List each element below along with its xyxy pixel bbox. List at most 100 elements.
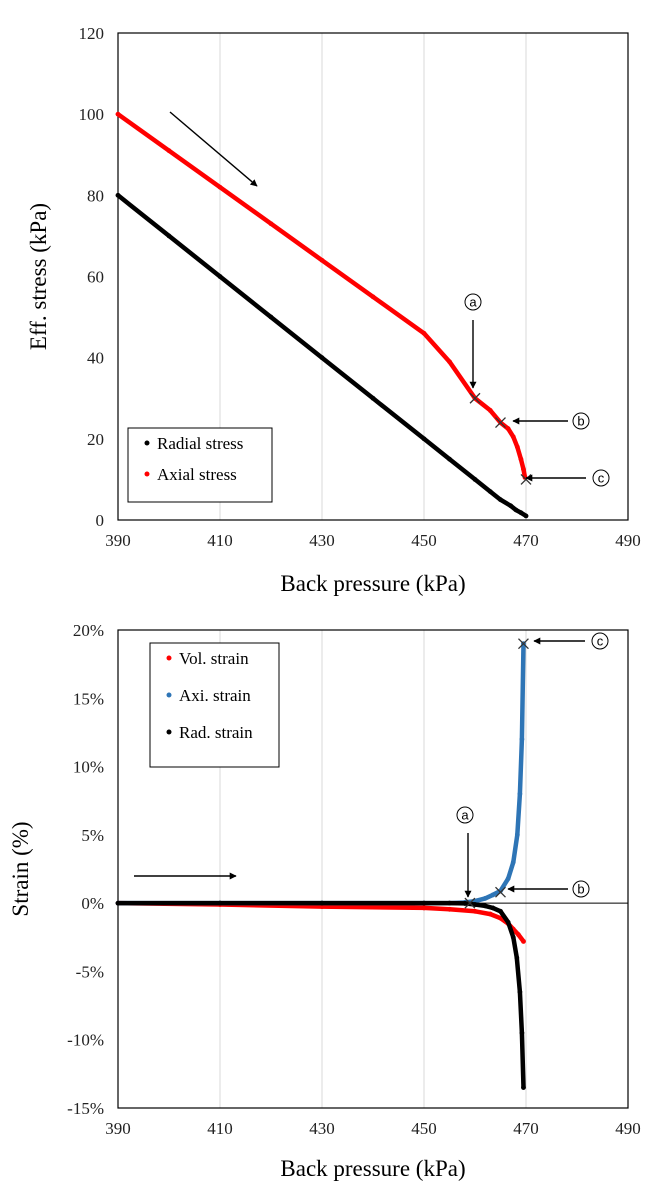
legend-label: Axi. strain [179, 686, 251, 705]
data-point [421, 905, 427, 911]
x-axis-title: Back pressure (kPa) [280, 1156, 465, 1181]
x-tick-label: 450 [411, 1119, 437, 1138]
data-point [268, 314, 274, 320]
annotation-label: c [598, 471, 605, 486]
annotation-badge [572, 880, 590, 898]
data-point [510, 859, 516, 865]
y-tick-label: 120 [79, 24, 105, 43]
annotation-label: a [469, 295, 477, 310]
plot-frame [117, 32, 629, 521]
cross-marker [495, 417, 506, 429]
y-tick-label: 15% [73, 689, 104, 708]
data-point [498, 888, 503, 894]
data-point [447, 456, 452, 462]
data-point [115, 192, 121, 198]
legend-box [149, 642, 280, 768]
cross-marker [517, 638, 529, 650]
data-point [513, 507, 519, 513]
data-point [498, 497, 503, 503]
y-tick-label: 60 [87, 268, 104, 287]
data-point [319, 904, 325, 909]
x-tick-label: 390 [105, 1119, 131, 1138]
legend-swatch [144, 471, 150, 477]
legend-box [127, 427, 273, 503]
legend-label: Axial stress [157, 465, 237, 484]
data-point [521, 466, 526, 472]
data-point [482, 895, 488, 901]
data-point [498, 908, 503, 914]
direction-arrow [169, 111, 258, 187]
data-point [268, 221, 274, 227]
annotation-label: b [577, 414, 584, 429]
legend: Vol. strain Axi. strain Rad. strain [149, 642, 280, 768]
data-point [515, 932, 521, 937]
data-point [517, 791, 523, 797]
data-point [447, 359, 452, 365]
data-point [514, 832, 520, 838]
legend-label: Rad. strain [179, 723, 253, 742]
x-tick-label: 410 [207, 531, 233, 550]
data-point [487, 911, 493, 917]
annotation-badge [572, 412, 590, 430]
data-point [490, 905, 496, 911]
y-axis-title: Eff. stress (kPa) [26, 203, 51, 350]
data-point [462, 901, 468, 906]
data-point [505, 919, 511, 925]
y-tick-label: 40 [87, 349, 104, 368]
data-point [521, 1085, 526, 1090]
data-point [505, 426, 511, 432]
series-line-3 [115, 900, 526, 1090]
legend: Radial stress Axial stress [127, 427, 273, 503]
data-point [514, 955, 520, 961]
annotation-label: a [461, 808, 469, 823]
cross-marker [464, 897, 476, 909]
data-point [319, 355, 325, 361]
y-tick-label: 10% [73, 758, 104, 777]
y-tick-label: 0 [96, 511, 105, 530]
data-point [472, 908, 478, 914]
x-tick-label: 450 [411, 531, 437, 550]
data-point [518, 510, 524, 516]
data-point [472, 477, 478, 482]
data-point [217, 184, 223, 190]
data-point [447, 906, 452, 912]
annotation-badge [591, 632, 609, 650]
data-point [421, 436, 427, 442]
annotation-badge [592, 469, 610, 487]
y-tick-label: 80 [87, 186, 104, 205]
legend-label: Radial stress [157, 434, 243, 453]
data-point [508, 503, 514, 509]
x-axis-title: Back pressure (kPa) [280, 571, 465, 596]
data-point [319, 257, 325, 263]
annotation-label: b [577, 882, 584, 897]
x-tick-label: 410 [207, 1119, 233, 1138]
data-point [519, 736, 525, 742]
x-tick-label: 430 [309, 531, 335, 550]
data-point [519, 1030, 525, 1036]
chart-2: 390 410 430 450 470 490 -15% -10% -5% 0% 5% 10% 15% 2… [8, 621, 641, 1181]
x-tick-label: 430 [309, 1119, 335, 1138]
y-tick-label: -10% [67, 1031, 104, 1050]
cross-marker [469, 392, 481, 404]
data-point [514, 444, 520, 450]
data-point [521, 938, 526, 944]
data-point [482, 903, 488, 909]
annotation-badge [464, 293, 482, 311]
x-tick-label: 470 [513, 1119, 539, 1138]
data-point [217, 274, 223, 279]
data-point [217, 900, 223, 906]
x-tick-label: 490 [615, 531, 641, 550]
data-point [510, 934, 516, 940]
y-tick-label: 5% [81, 826, 104, 845]
data-point [510, 434, 516, 440]
data-point [523, 513, 529, 519]
data-point [517, 989, 523, 995]
data-point [115, 111, 121, 117]
data-point [490, 892, 496, 898]
data-point [421, 330, 427, 336]
data-point [487, 489, 493, 494]
chart-1: 390 410 430 450 470 490 0 20 40 60 80 100 120 Back pr… [26, 24, 641, 596]
x-tick-label: 390 [105, 531, 131, 550]
legend-label: Vol. strain [179, 649, 249, 668]
